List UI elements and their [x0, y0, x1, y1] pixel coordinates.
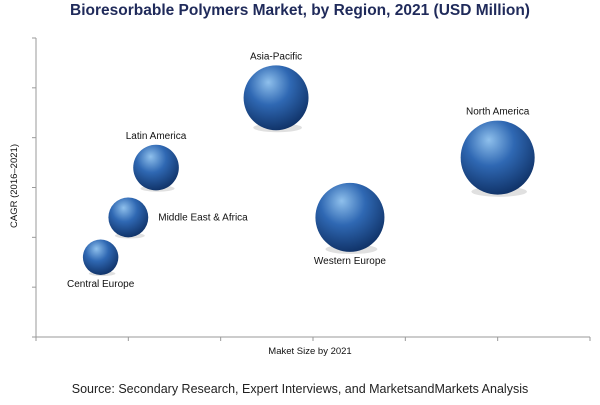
bubble-label-latin-america: Latin America	[126, 131, 187, 142]
x-axis-label: Maket Size by 2021	[268, 346, 351, 357]
bubble-central-europe	[82, 239, 119, 276]
y-axis-label: CAGR (2016–2021)	[9, 144, 20, 228]
bubble-label-asia-pacific: Asia-Pacific	[250, 51, 302, 62]
bubble-label-western-europe: Western Europe	[314, 256, 387, 267]
bubble-label-central-europe: Central Europe	[67, 279, 135, 290]
bubble-latin-america	[133, 144, 179, 191]
bubble-north-america	[460, 120, 535, 195]
bubble-labels: Asia-Pacific North America Latin America We…	[67, 51, 530, 290]
bubble-western-europe	[315, 182, 385, 252]
chart-title: Bioresorbable Polymers Market, by Region…	[70, 2, 530, 19]
bubble-middle-east-africa	[108, 197, 149, 238]
axes	[32, 37, 591, 341]
bubble-asia-pacific	[243, 65, 309, 131]
bubble-series	[82, 65, 535, 277]
bubble-label-north-america: North America	[466, 107, 530, 118]
source-note: Source: Secondary Research, Expert Inter…	[71, 382, 529, 396]
bubble-label-middle-east-africa: Middle East & Africa	[158, 212, 248, 223]
